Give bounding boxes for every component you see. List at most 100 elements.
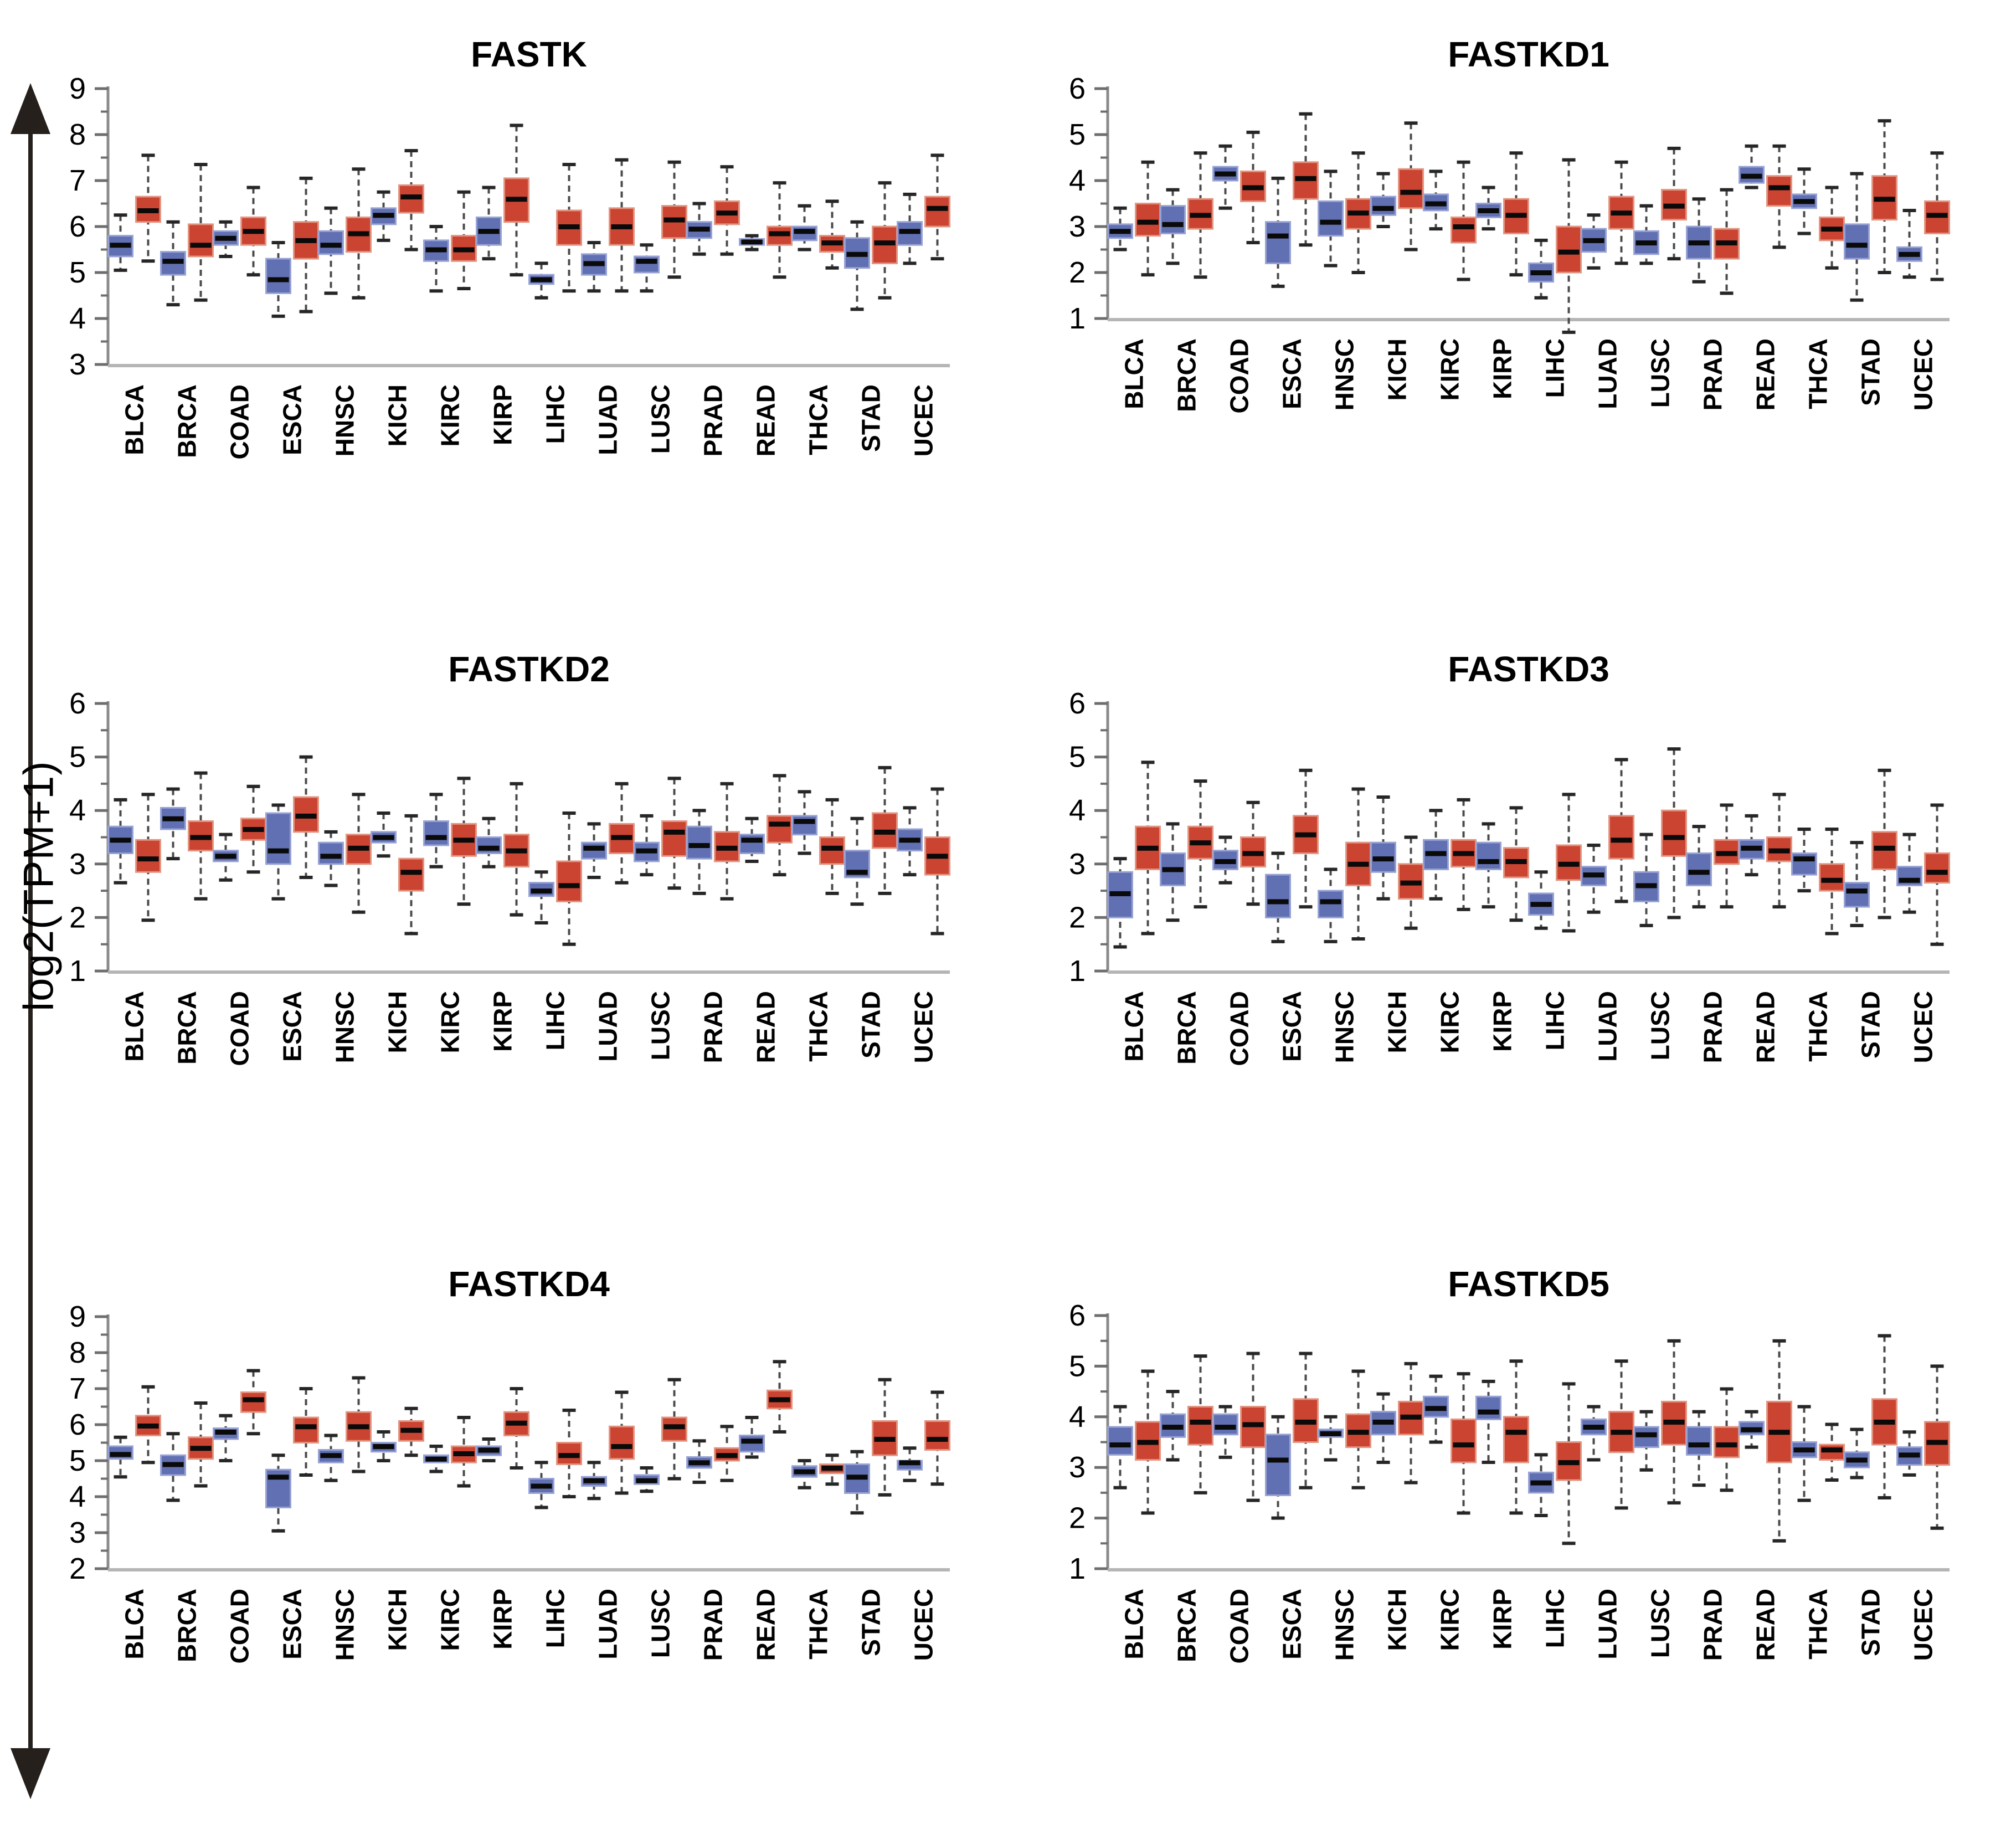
median-line: [1400, 189, 1422, 195]
box-FASTK-COAD-red: [240, 186, 266, 277]
median-line: [425, 247, 447, 253]
median-line: [769, 821, 790, 827]
box-FASTKD2-BLCA-blue: [107, 798, 133, 885]
median-line: [1109, 891, 1131, 896]
x-category-label: KIRC: [1436, 991, 1464, 1053]
arrow-head-up: [11, 83, 50, 134]
box-FASTKD5-HNSC-blue: [1318, 1415, 1344, 1462]
median-line: [425, 835, 447, 840]
x-category-label: LIHC: [1541, 1589, 1570, 1648]
box-FASTKD3-KIRP-blue: [1475, 822, 1501, 909]
median-line: [1821, 1447, 1843, 1453]
median-line: [137, 1423, 159, 1429]
median-line: [1583, 238, 1604, 243]
box-FASTKD5-KICH-blue: [1370, 1392, 1396, 1465]
median-line: [320, 854, 342, 859]
box-FASTKD3-KIRC-red: [1451, 798, 1477, 911]
box-FASTKD4-KIRP-blue: [476, 1437, 502, 1462]
box-FASTKD3-BRCA-red: [1187, 779, 1213, 909]
iqr-box: [634, 255, 660, 274]
median-line: [268, 277, 289, 282]
iqr-box: [767, 815, 793, 844]
box-FASTKD1-KIRP-red: [1503, 151, 1529, 277]
iqr-box: [293, 1416, 319, 1444]
y-tick-label: 8: [69, 118, 86, 151]
median-line: [478, 1447, 500, 1453]
iqr-box: [1187, 1406, 1213, 1446]
boxplot-FASTKD2: FASTKD2 1 2 3 4 5 6 BLCA BRCA COAD ESCA HNSC KICH KIR…: [69, 649, 950, 1066]
panel-FASTKD2: FASTKD2 1 2 3 4 5 6 BLCA BRCA COAD ESCA HNSC KICH KIR…: [22, 631, 964, 1224]
y-tick-label: 4: [1069, 1400, 1086, 1434]
median-line: [1295, 1419, 1316, 1425]
box-FASTKD5-PRAD-red: [1714, 1387, 1740, 1492]
box-FASTKD1-LUSC-blue: [1633, 204, 1659, 265]
median-line: [162, 259, 184, 264]
boxplot-FASTK: FASTK 3 4 5 6 7 8 9 BLCA BRCA COAD ESCA HNSC KICH KIRC…: [69, 34, 950, 459]
box-FASTKD2-KICH-blue: [371, 811, 397, 858]
median-line: [1267, 899, 1289, 905]
median-line: [1558, 249, 1580, 255]
box-FASTKD4-UCEC-blue: [897, 1446, 923, 1482]
box-FASTKD1-COAD-blue: [1212, 144, 1238, 210]
median-line: [373, 1444, 394, 1449]
x-category-label: HNSC: [331, 991, 359, 1063]
iqr-box: [1475, 1395, 1501, 1420]
x-category-label: PRAD: [1699, 991, 1727, 1063]
x-category-label: HNSC: [1330, 338, 1359, 410]
x-category-label: LIHC: [541, 384, 570, 444]
y-tick-label: 3: [1069, 210, 1086, 243]
x-category-label: KIRC: [436, 1589, 465, 1651]
box-FASTKD1-BLCA-red: [1135, 160, 1161, 277]
box-FASTKD3-UCEC-red: [1924, 803, 1950, 946]
median-line: [611, 224, 632, 229]
box-FASTKD4-UCEC-red: [924, 1390, 950, 1486]
box-FASTKD4-COAD-red: [240, 1369, 266, 1436]
x-category-label: HNSC: [1330, 991, 1359, 1063]
median-line: [741, 1439, 763, 1444]
x-category-label: KICH: [383, 384, 412, 446]
iqr-box: [1370, 196, 1396, 216]
box-FASTKD3-KIRP-red: [1503, 806, 1529, 922]
median-line: [1716, 851, 1737, 856]
iqr-box: [1212, 1413, 1238, 1436]
box-FASTKD1-STAD-red: [1871, 119, 1897, 274]
x-category-label: KIRP: [1488, 338, 1517, 399]
x-category-label: COAD: [1225, 991, 1254, 1066]
x-category-label: PRAD: [699, 1589, 728, 1661]
box-FASTKD5-LUAD-blue: [1581, 1405, 1607, 1462]
box-FASTKD1-KICH-blue: [1370, 172, 1396, 228]
y-tick-label: 5: [1069, 118, 1086, 151]
median-line: [215, 1430, 236, 1435]
y-tick-label: 4: [1069, 794, 1086, 827]
box-FASTKD5-UCEC-blue: [1896, 1430, 1922, 1477]
median-line: [716, 210, 738, 216]
panel-title: FASTKD1: [1448, 34, 1609, 74]
box-FASTKD2-BRCA-blue: [160, 787, 186, 861]
median-line: [1190, 213, 1211, 218]
median-line: [1505, 859, 1527, 864]
median-line: [1137, 845, 1159, 851]
median-line: [1453, 851, 1474, 856]
box-FASTKD2-STAD-blue: [844, 816, 870, 906]
median-line: [927, 206, 948, 211]
y-tick-label: 6: [69, 210, 86, 243]
iqr-box: [609, 1425, 635, 1460]
iqr-box: [1819, 863, 1845, 892]
median-line: [821, 1466, 843, 1471]
x-category-label: PRAD: [699, 991, 728, 1063]
box-FASTKD5-THCA-blue: [1791, 1405, 1817, 1502]
median-line: [664, 217, 685, 223]
x-category-label: KIRP: [488, 991, 517, 1052]
median-line: [162, 816, 184, 821]
median-line: [1793, 199, 1815, 204]
median-line: [506, 848, 527, 854]
x-category-label: KIRC: [1436, 338, 1464, 400]
box-FASTKD4-THCA-blue: [791, 1459, 817, 1489]
y-tick-label: 6: [1069, 687, 1086, 720]
x-category-label: HNSC: [1330, 1589, 1359, 1661]
x-category-label: ESCA: [278, 991, 307, 1062]
median-line: [373, 835, 394, 840]
iqr-box: [791, 815, 817, 836]
median-line: [110, 1452, 131, 1457]
median-line: [215, 854, 236, 859]
